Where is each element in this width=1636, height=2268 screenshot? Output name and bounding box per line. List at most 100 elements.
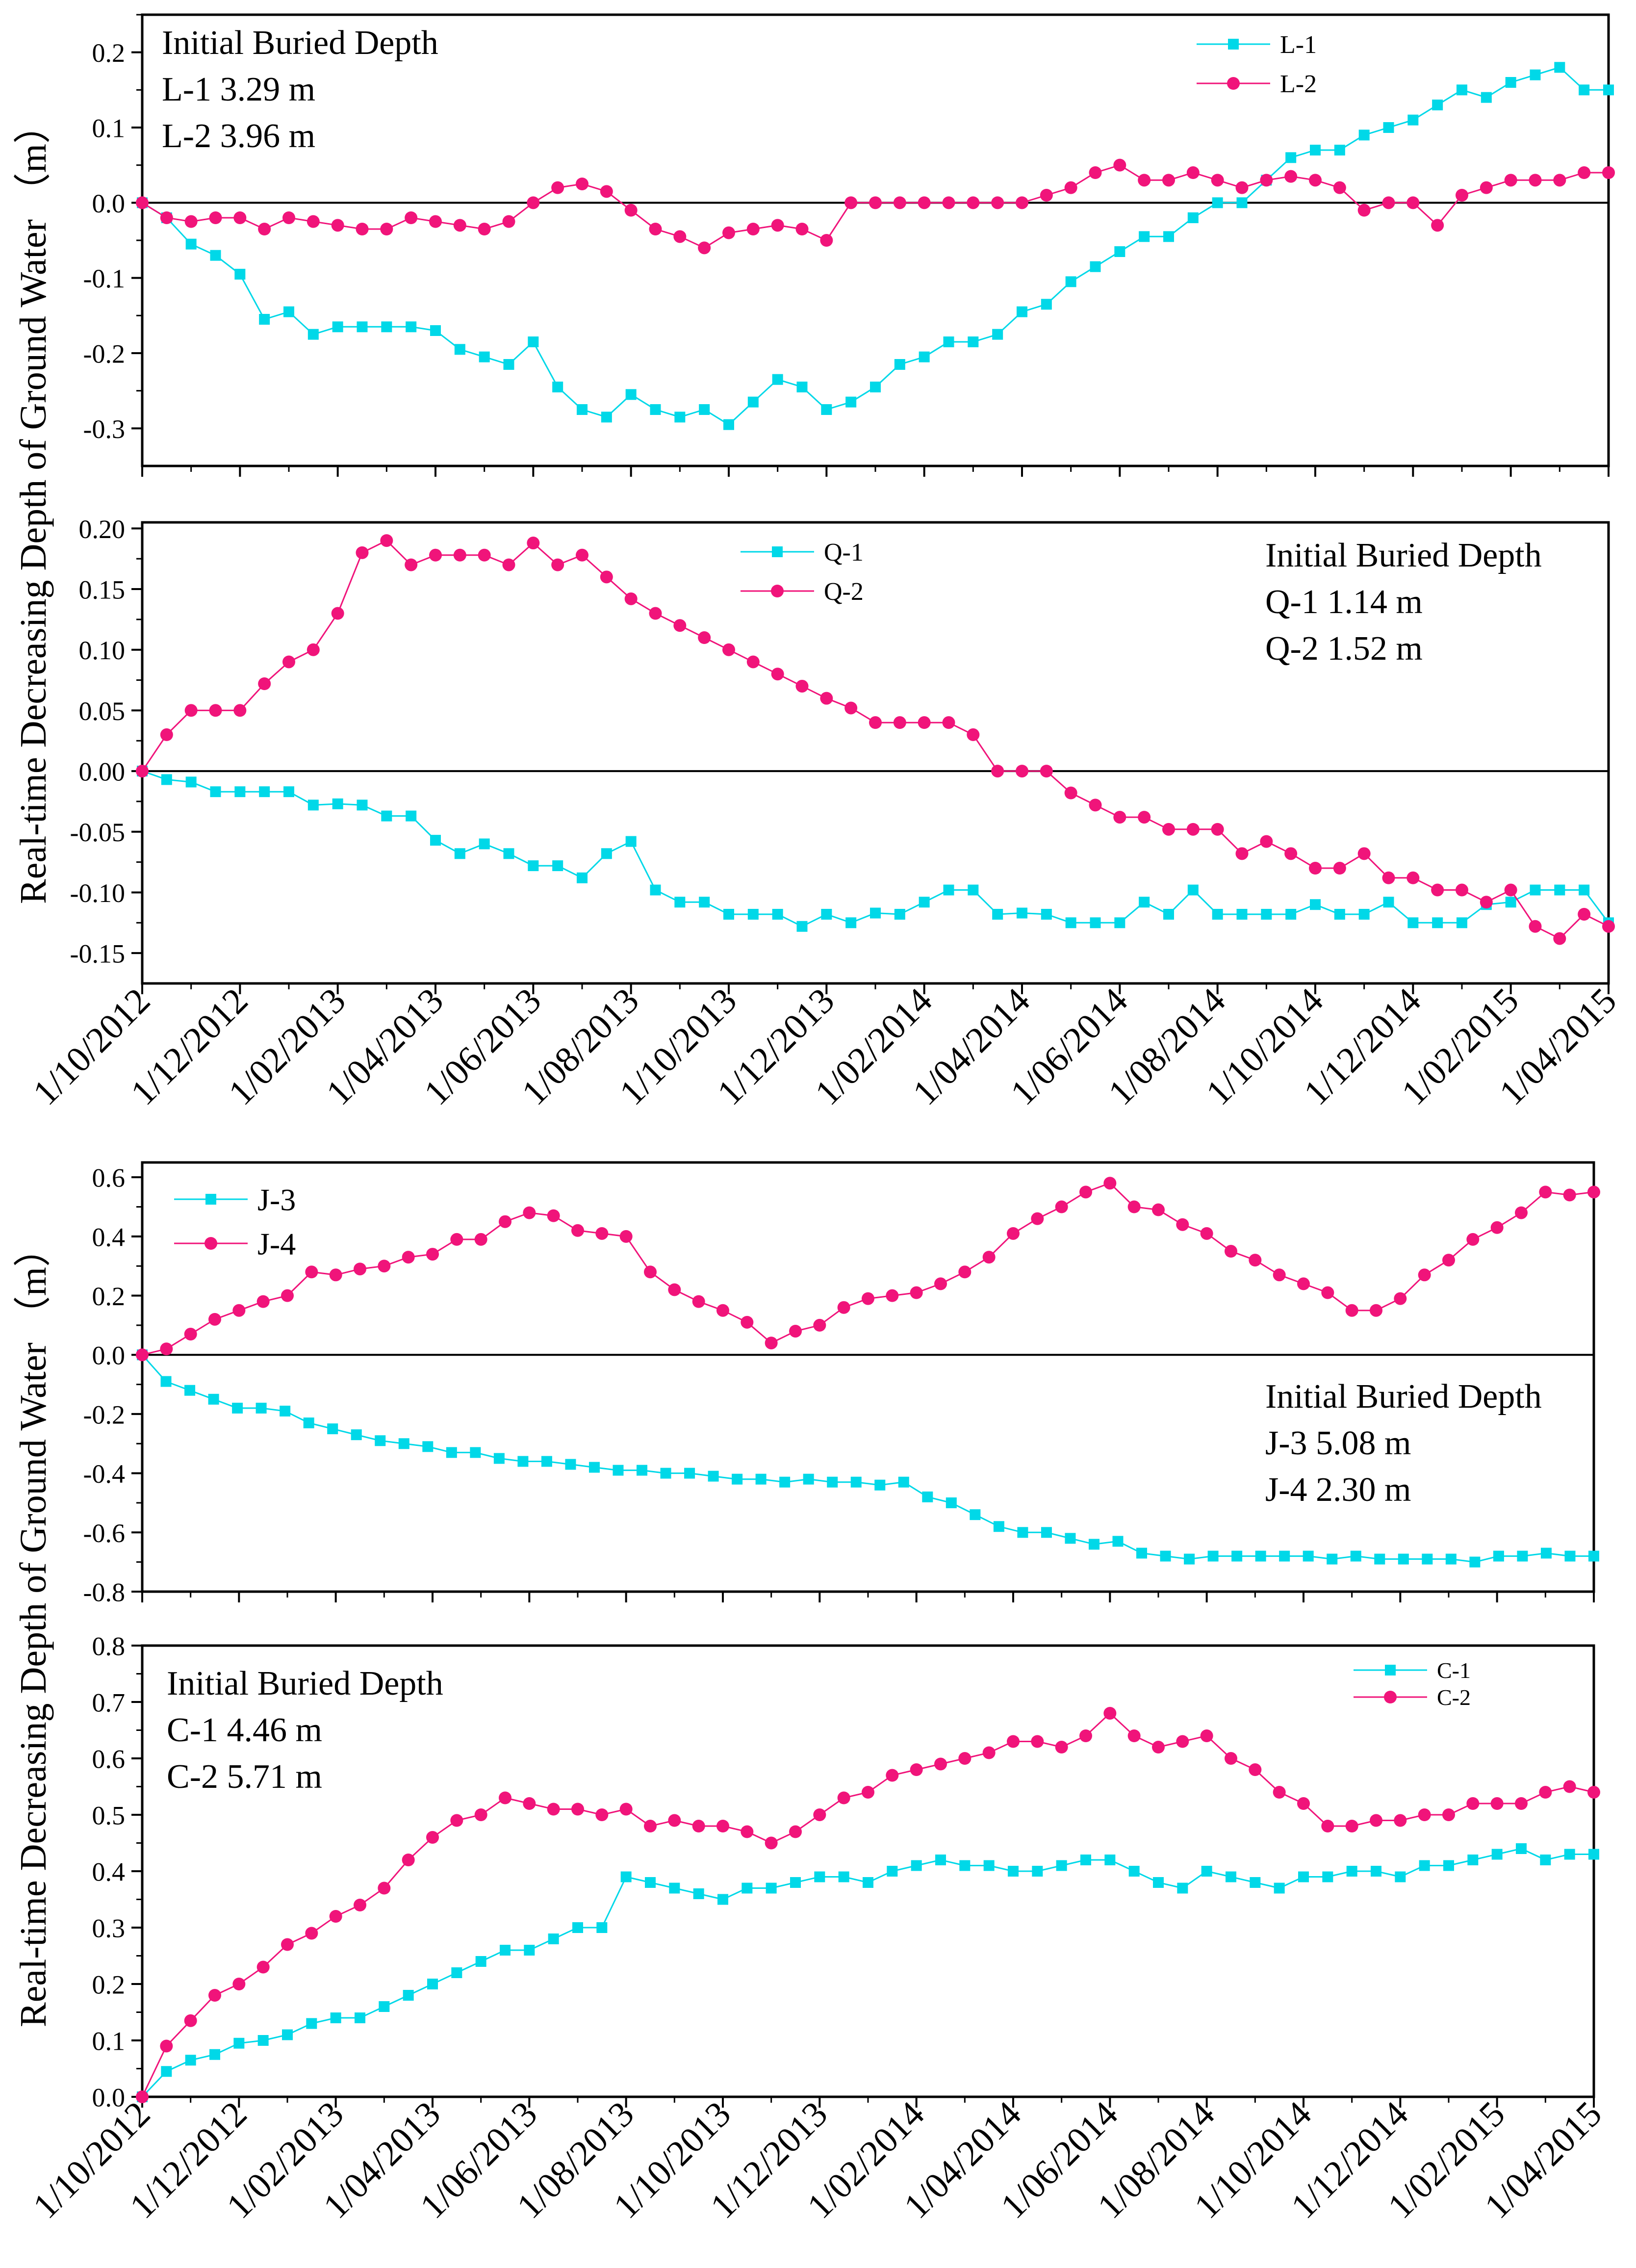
data-point-Q-2 bbox=[649, 607, 662, 620]
data-point-Q-2 bbox=[1113, 811, 1126, 824]
data-point-C-2 bbox=[256, 1960, 270, 1974]
data-point-Q-2 bbox=[502, 558, 515, 571]
data-point-C-1 bbox=[572, 1922, 583, 1933]
legend-marker-L-2 bbox=[1227, 77, 1240, 90]
data-point-L-1 bbox=[1310, 145, 1321, 155]
data-point-C-2 bbox=[837, 1791, 850, 1804]
data-point-Q-1 bbox=[552, 860, 563, 872]
data-point-L-2 bbox=[1016, 196, 1028, 209]
data-point-Q-1 bbox=[1114, 917, 1125, 928]
data-point-Q-1 bbox=[430, 835, 441, 846]
data-point-C-1 bbox=[161, 2066, 172, 2077]
data-point-Q-1 bbox=[1187, 884, 1199, 896]
data-point-L-1 bbox=[430, 325, 441, 336]
data-point-C-1 bbox=[1588, 1849, 1599, 1860]
y-tick-label-J: -0.2 bbox=[83, 1400, 125, 1429]
y-tick-label-C: 0.7 bbox=[92, 1688, 126, 1717]
data-point-J-3 bbox=[1065, 1533, 1076, 1544]
data-point-Q-1 bbox=[283, 786, 294, 798]
data-point-L-1 bbox=[1212, 197, 1223, 208]
data-point-C-1 bbox=[863, 1877, 873, 1888]
data-point-Q-2 bbox=[1162, 823, 1175, 836]
data-point-C-2 bbox=[1539, 1786, 1552, 1799]
data-point-Q-1 bbox=[479, 838, 490, 850]
data-point-L-2 bbox=[282, 211, 295, 224]
data-point-C-1 bbox=[355, 2012, 365, 2023]
legend-label-C-2: C-2 bbox=[1437, 1685, 1471, 1710]
data-point-L-2 bbox=[942, 196, 955, 209]
data-point-Q-2 bbox=[820, 692, 833, 705]
data-point-Q-2 bbox=[233, 704, 247, 717]
data-point-L-2 bbox=[1504, 174, 1517, 187]
data-point-C-1 bbox=[427, 1979, 438, 1989]
data-point-L-1 bbox=[185, 238, 197, 250]
data-point-C-1 bbox=[1443, 1860, 1454, 1871]
data-point-J-3 bbox=[850, 1476, 862, 1488]
data-point-L-1 bbox=[943, 336, 954, 347]
legend-marker-J-3 bbox=[205, 1194, 216, 1205]
data-point-L-1 bbox=[650, 404, 661, 415]
data-point-J-3 bbox=[280, 1405, 291, 1417]
data-point-C-1 bbox=[741, 1882, 753, 1894]
data-point-L-1 bbox=[307, 329, 319, 340]
data-point-Q-2 bbox=[1456, 883, 1468, 897]
data-point-J-3 bbox=[1112, 1536, 1124, 1547]
data-point-C-1 bbox=[403, 1990, 414, 2001]
data-point-C-1 bbox=[983, 1860, 995, 1871]
data-point-C-1 bbox=[1104, 1855, 1116, 1865]
data-point-C-1 bbox=[1491, 1849, 1503, 1860]
data-point-C-1 bbox=[959, 1860, 971, 1871]
data-point-J-4 bbox=[1394, 1292, 1407, 1305]
data-point-C-2 bbox=[934, 1757, 947, 1771]
y-tick-label-C: 0.0 bbox=[92, 2083, 126, 2112]
data-point-Q-2 bbox=[1602, 920, 1615, 933]
data-point-J-4 bbox=[813, 1318, 826, 1332]
data-point-L-2 bbox=[502, 215, 515, 228]
y-tick-label-Q: -0.10 bbox=[70, 878, 125, 908]
data-point-J-3 bbox=[375, 1435, 386, 1446]
data-point-Q-2 bbox=[893, 716, 906, 729]
data-point-Q-1 bbox=[259, 786, 270, 798]
data-point-C-2 bbox=[160, 2039, 173, 2053]
data-point-Q-2 bbox=[1089, 799, 1102, 812]
data-point-Q-1 bbox=[1090, 917, 1101, 928]
data-point-J-4 bbox=[716, 1304, 729, 1317]
data-point-C-1 bbox=[209, 2049, 220, 2060]
data-point-Q-2 bbox=[1040, 765, 1053, 778]
data-point-C-2 bbox=[1345, 1820, 1358, 1832]
data-point-J-4 bbox=[910, 1286, 923, 1299]
data-point-J-3 bbox=[1517, 1550, 1528, 1562]
data-point-Q-1 bbox=[161, 774, 172, 785]
data-point-L-1 bbox=[796, 382, 808, 392]
annotation-line-L: Initial Buried Depth bbox=[162, 24, 438, 62]
data-point-C-2 bbox=[1176, 1735, 1189, 1748]
data-point-L-2 bbox=[1553, 174, 1566, 187]
data-point-Q-1 bbox=[894, 909, 905, 920]
data-point-Q-2 bbox=[1284, 847, 1298, 860]
data-point-J-3 bbox=[398, 1438, 409, 1449]
data-point-Q-1 bbox=[1041, 909, 1052, 920]
data-point-L-1 bbox=[1505, 77, 1516, 88]
data-point-L-2 bbox=[136, 196, 149, 209]
data-point-J-3 bbox=[898, 1476, 909, 1488]
data-point-J-3 bbox=[1398, 1553, 1409, 1565]
data-point-C-1 bbox=[814, 1871, 825, 1882]
data-point-Q-1 bbox=[625, 836, 637, 847]
data-point-C-1 bbox=[500, 1945, 511, 1956]
data-point-C-2 bbox=[789, 1825, 802, 1838]
data-point-C-2 bbox=[862, 1786, 874, 1799]
data-point-L-1 bbox=[1481, 92, 1492, 103]
data-point-C-2 bbox=[886, 1769, 899, 1782]
data-point-Q-1 bbox=[747, 909, 759, 920]
data-point-L-2 bbox=[1602, 166, 1615, 179]
data-point-L-2 bbox=[331, 219, 344, 232]
data-point-J-3 bbox=[1041, 1527, 1052, 1538]
data-point-Q-2 bbox=[1211, 823, 1224, 836]
data-point-C-1 bbox=[1516, 1843, 1527, 1854]
data-point-J-4 bbox=[523, 1206, 536, 1219]
y-tick-label-Q: 0.05 bbox=[79, 696, 126, 726]
data-point-L-2 bbox=[1186, 166, 1200, 179]
data-point-L-2 bbox=[1357, 204, 1371, 217]
data-point-L-1 bbox=[1407, 114, 1419, 126]
data-point-C-1 bbox=[233, 2037, 245, 2049]
